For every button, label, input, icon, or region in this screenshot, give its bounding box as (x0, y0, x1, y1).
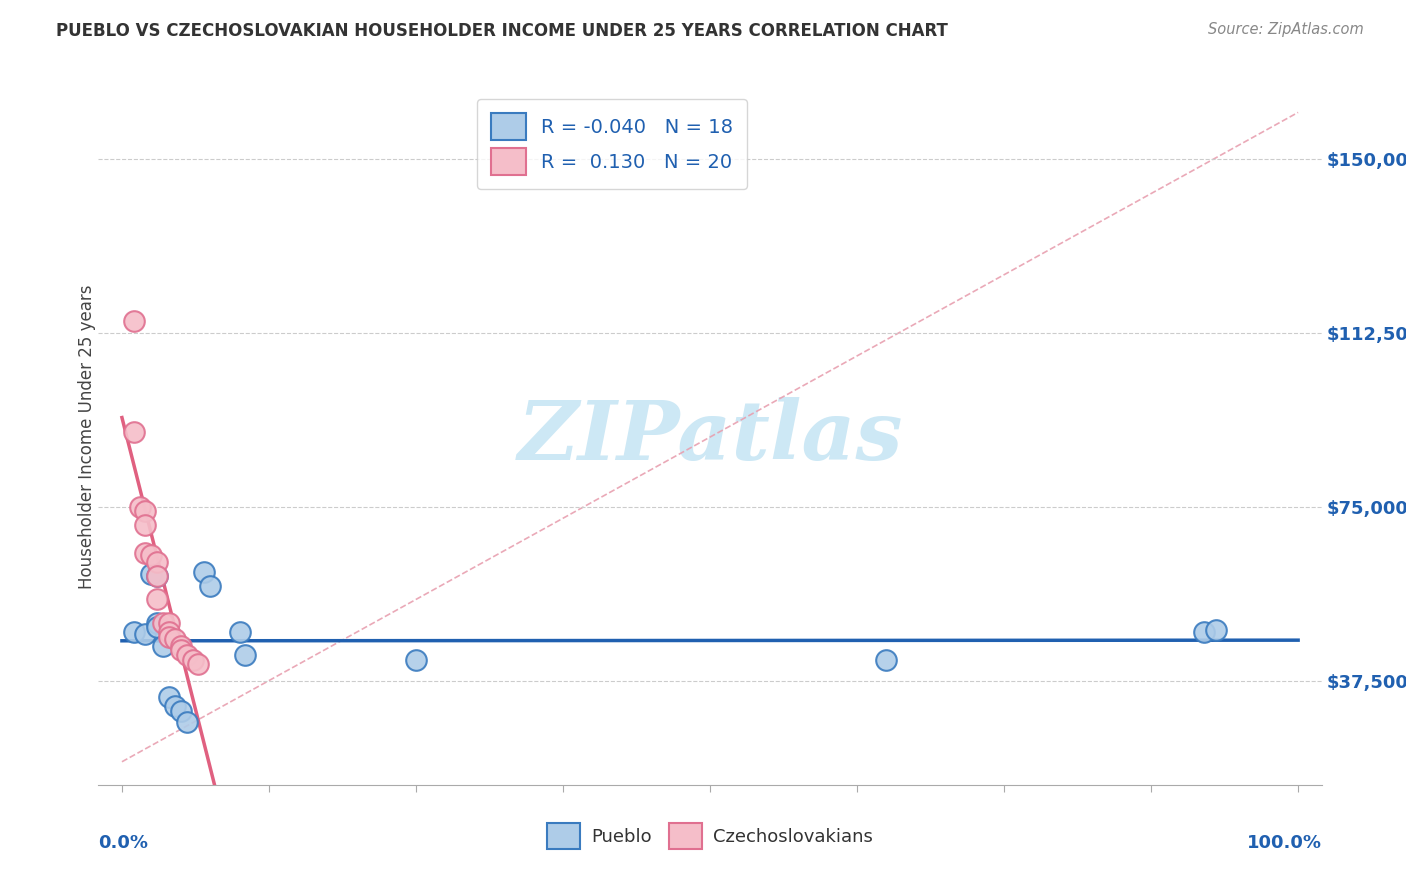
Point (1192, 624, 1215, 639)
Point (146, 620, 169, 634)
Text: Source: ZipAtlas.com: Source: ZipAtlas.com (1208, 22, 1364, 37)
Point (152, 639, 174, 653)
Text: 100.0%: 100.0% (1247, 834, 1322, 852)
Point (141, 566, 163, 581)
Point (228, 624, 250, 639)
Legend: Pueblo, Czechoslovakians: Pueblo, Czechoslovakians (540, 816, 880, 856)
Point (122, 425, 145, 440)
Point (170, 639, 193, 653)
Point (157, 690, 180, 704)
Point (146, 569, 169, 583)
Y-axis label: Householder Income Under 25 years: Householder Income Under 25 years (79, 285, 96, 590)
Point (176, 648, 198, 662)
Point (875, 653, 897, 667)
Point (198, 578, 221, 592)
Text: PUEBLO VS CZECHOSLOVAKIAN HOUSEHOLDER INCOME UNDER 25 YEARS CORRELATION CHART: PUEBLO VS CZECHOSLOVAKIAN HOUSEHOLDER IN… (56, 22, 948, 40)
Point (146, 615, 169, 630)
Point (146, 569, 169, 583)
Point (134, 518, 156, 533)
Point (134, 546, 156, 560)
Point (163, 632, 186, 646)
Point (170, 643, 193, 657)
Point (152, 615, 174, 630)
Point (1205, 623, 1227, 637)
Point (157, 624, 180, 639)
Point (235, 648, 257, 662)
Point (122, 314, 145, 328)
Text: ZIPatlas: ZIPatlas (517, 397, 903, 477)
Point (163, 699, 186, 714)
Point (176, 715, 198, 730)
Point (122, 624, 145, 639)
Point (157, 630, 180, 644)
Point (141, 549, 163, 563)
Point (134, 627, 156, 641)
Point (170, 704, 193, 718)
Point (134, 504, 156, 518)
Text: 0.0%: 0.0% (98, 834, 149, 852)
Point (187, 657, 209, 672)
Point (405, 653, 427, 667)
Point (157, 615, 180, 630)
Point (181, 653, 204, 667)
Point (146, 555, 169, 569)
Point (146, 592, 169, 607)
Point (128, 500, 150, 514)
Point (193, 565, 215, 579)
